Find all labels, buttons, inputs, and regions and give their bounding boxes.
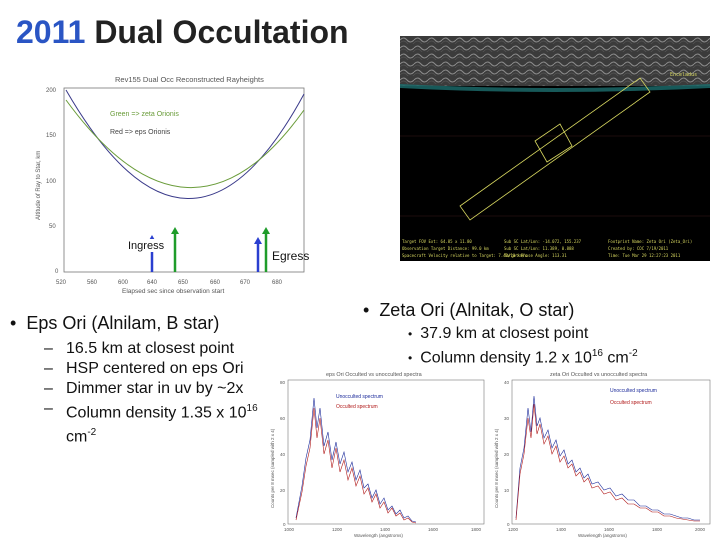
title-year: 2011 (16, 14, 86, 50)
enceladus-label: Enceladus (670, 72, 697, 78)
svg-text:0: 0 (283, 522, 286, 527)
rayheight-plot-frame (63, 87, 305, 273)
legend-green: Green => zeta Orionis (110, 111, 179, 118)
bullet-eps-ori: • Eps Ori (Alnilam, B star) (10, 313, 220, 333)
zeta-sub-item: • Column density 1.2 x 1016 cm-2 (408, 348, 638, 367)
svg-text:Counts per 8 msec (sampled wit: Counts per 8 msec (sampled with 2 x 4) (494, 428, 499, 508)
ray-ytick: 0 (55, 269, 59, 275)
bullet-eps-ori-text: Eps Ori (Alnilam, B star) (26, 313, 220, 333)
footer-line: Observation Target Distance: 99.0 km (402, 246, 489, 251)
eps-ori-spectrum-plot: eps Ori Occulted vs unocculted spectra 8… (266, 368, 490, 538)
eps-ori-details: –16.5 km at closest point – HSP centered … (44, 339, 264, 448)
slide-title: 2011 Dual Occultation (16, 14, 349, 51)
svg-text:60: 60 (280, 416, 286, 421)
svg-text:30: 30 (504, 416, 510, 421)
rayheight-y-ticks: 200 150 100 50 0 (46, 88, 59, 275)
svg-text:40: 40 (504, 380, 510, 385)
enceladus-surface (400, 36, 710, 86)
spec-right-title: zeta Ori Occulted vs unocculted spectra (550, 372, 648, 378)
zeta-ori-details: • 37.9 km at closest point • Column densit… (408, 324, 708, 368)
spec-right-unocculted (515, 395, 700, 521)
svg-text:1200: 1200 (332, 527, 343, 532)
eps-sub-item: – HSP centered on eps Ori (44, 360, 244, 377)
rayheight-plot: Rev155 Dual Occ Reconstructed Rayheights… (30, 70, 310, 295)
eps-sub-item: –16.5 km at closest point (44, 340, 235, 357)
footer-line: Time: Tue Mar 29 12:27:23 2011 (608, 253, 681, 258)
svg-text:Wavelength (angstroms): Wavelength (angstroms) (354, 533, 403, 538)
title-text: Dual Occultation (85, 14, 349, 50)
svg-text:80: 80 (280, 380, 286, 385)
svg-text:1000: 1000 (284, 527, 295, 532)
image-footer: Target FOV Ext: 64.85 x 11.80 Sub SC Lat… (402, 239, 692, 258)
zeta-ori-spectrum-plot: zeta Ori Occulted vs unocculted spectra … (490, 368, 716, 538)
ray-xtick: 560 (87, 280, 98, 286)
rayheight-ylabel: Altitude of Ray to Star, km (36, 151, 42, 220)
rayheight-x-ticks: 520 560 600 640 650 660 670 680 (56, 280, 283, 286)
svg-text:1800: 1800 (471, 527, 482, 532)
legend-red: Red => eps Orionis (110, 129, 171, 136)
spec-left-occulted (295, 407, 417, 524)
svg-text:1600: 1600 (604, 527, 615, 532)
observation-geometry-image: Enceladus Target FOV Ext: 64.85 x 11.80 … (400, 36, 710, 261)
svg-text:20: 20 (280, 488, 286, 493)
spec-left-title: eps Ori Occulted vs unocculted spectra (326, 372, 423, 378)
footer-line: Created by: COC 7/19/2011 (608, 246, 669, 251)
rayheight-plot-title: Rev155 Dual Occ Reconstructed Rayheights (115, 75, 264, 84)
spec-left-unocculted (295, 397, 417, 523)
ray-xtick: 600 (118, 280, 129, 286)
ingress-label: Ingress (128, 240, 165, 252)
svg-text:1800: 1800 (652, 527, 663, 532)
svg-text:10: 10 (504, 488, 510, 493)
ray-xtick: 680 (272, 280, 283, 286)
svg-text:1400: 1400 (380, 527, 391, 532)
svg-text:Occulted spectrum: Occulted spectrum (610, 400, 652, 406)
svg-text:2000: 2000 (695, 527, 706, 532)
rayheight-xlabel: Elapsed sec since observation start (122, 288, 224, 295)
ray-xtick: 650 (178, 280, 189, 286)
svg-text:0: 0 (507, 522, 510, 527)
svg-text:1200: 1200 (508, 527, 519, 532)
ray-ytick: 50 (49, 224, 56, 230)
spec-right-occulted (515, 403, 700, 522)
svg-text:Occulted spectrum: Occulted spectrum (336, 404, 378, 410)
ray-ytick: 150 (46, 133, 57, 139)
ray-xtick: 520 (56, 280, 67, 286)
bullet-zeta-ori: • Zeta Ori (Alnitak, O star) (363, 300, 575, 320)
svg-text:Wavelength (angstroms): Wavelength (angstroms) (578, 533, 627, 538)
footer-line: Sub SC Lat/Lon: 11.389, 0.888 (504, 246, 574, 251)
eps-sub-item: – Column density 1.35 x 1016 cm-2 (44, 400, 258, 446)
ray-xtick: 660 (210, 280, 221, 286)
footer-line: Target FOV Ext: 64.85 x 11.80 (402, 239, 472, 244)
footer-line: Target Phase Angle: 113.31 (504, 253, 567, 258)
svg-text:40: 40 (280, 452, 286, 457)
ray-xtick: 640 (147, 280, 158, 286)
ray-xtick: 670 (240, 280, 251, 286)
footer-line: Spacecraft Velocity relative to Target: … (402, 253, 528, 258)
eps-sub-item: – Dimmer star in uv by ~2x (44, 380, 244, 397)
footer-line: Sub SC Lat/Lon: -14.072, 155.237 (504, 239, 582, 244)
svg-text:Unocculted spectrum: Unocculted spectrum (336, 394, 383, 400)
footer-line: Footprint Name: Zeta Ori (Zeta_Ori) (608, 239, 692, 244)
zeta-sub-item: • 37.9 km at closest point (408, 325, 589, 342)
egress-label: Egress (272, 249, 310, 263)
star-track-swath (459, 77, 651, 221)
bullet-zeta-ori-text: Zeta Ori (Alnitak, O star) (379, 300, 575, 320)
svg-text:20: 20 (504, 452, 510, 457)
zeta-ori-ray-curve (65, 99, 305, 189)
ray-ytick: 200 (46, 88, 57, 94)
svg-text:Counts per 8 msec (sampled wit: Counts per 8 msec (sampled with 2 x 4) (270, 428, 275, 508)
svg-text:1600: 1600 (428, 527, 439, 532)
svg-text:Unocculted spectrum: Unocculted spectrum (610, 388, 657, 394)
svg-text:1400: 1400 (556, 527, 567, 532)
ray-ytick: 100 (46, 179, 57, 185)
